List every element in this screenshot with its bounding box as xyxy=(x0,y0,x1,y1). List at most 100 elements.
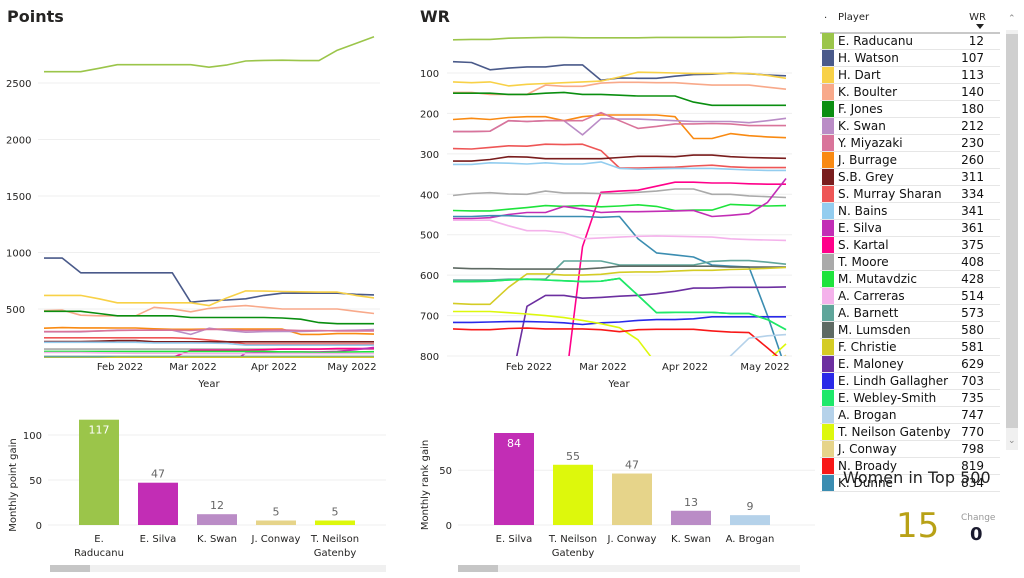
data-label: 5 xyxy=(332,506,339,519)
player-name: S. Murray Sharan xyxy=(838,187,942,201)
table-row[interactable]: T. Neilson Gatenby 770 xyxy=(820,424,1000,441)
series-line-f-jones xyxy=(453,91,786,107)
player-name: A. Brogan xyxy=(838,408,897,422)
y-tick-label: 0 xyxy=(36,521,42,532)
color-swatch xyxy=(822,237,834,253)
player-name: Y. Miyazaki xyxy=(838,136,903,150)
wr-value: 107 xyxy=(961,51,984,65)
table-row[interactable]: K. Swan 212 xyxy=(820,118,1000,135)
wr-column-header[interactable]: WR xyxy=(969,12,986,23)
y-tick-label: 0 xyxy=(446,521,452,532)
wr-value: 113 xyxy=(961,68,984,82)
table-row[interactable]: N. Broady 819 xyxy=(820,458,1000,475)
series-line-t-neilson-gatenby xyxy=(453,310,787,356)
points-gain-horizontal-scrollbar[interactable] xyxy=(50,565,386,572)
table-row[interactable]: E. Raducanu 12 xyxy=(820,33,1000,50)
table-row[interactable]: K. Dunne 834 xyxy=(820,475,1000,492)
table-row[interactable]: M. Lumsden 580 xyxy=(820,322,1000,339)
color-swatch xyxy=(822,135,834,151)
table-row[interactable]: E. Webley-Smith 735 xyxy=(820,390,1000,407)
wr-value: 573 xyxy=(961,306,984,320)
category-label: Raducanu xyxy=(74,548,124,559)
scroll-thumb[interactable] xyxy=(458,565,498,572)
color-column-header[interactable]: . xyxy=(824,10,828,21)
table-vertical-scrollbar[interactable] xyxy=(1006,30,1018,450)
scroll-thumb[interactable] xyxy=(1006,34,1018,428)
table-row[interactable]: E. Maloney 629 xyxy=(820,356,1000,373)
wr-line-chart[interactable]: 100 200 300 400 500 600 700 800 Feb 2022 Mar 2022… xyxy=(400,0,815,400)
table-row[interactable]: F. Jones 180 xyxy=(820,101,1000,118)
table-row[interactable]: M. Mutavdzic 428 xyxy=(820,271,1000,288)
bar-e-raducanu xyxy=(79,419,119,525)
player-name: F. Christie xyxy=(838,340,897,354)
table-row[interactable]: F. Christie 581 xyxy=(820,339,1000,356)
color-swatch xyxy=(822,356,834,372)
table-row[interactable]: J. Burrage 260 xyxy=(820,152,1000,169)
player-name: K. Swan xyxy=(838,119,886,133)
table-row[interactable]: H. Dart 113 xyxy=(820,67,1000,84)
scroll-up-icon[interactable]: ⌃ xyxy=(1008,14,1016,24)
sort-descending-icon[interactable] xyxy=(976,24,984,29)
table-row[interactable]: T. Moore 408 xyxy=(820,254,1000,271)
wr-value: 428 xyxy=(961,272,984,286)
bar-k-swan xyxy=(671,510,711,525)
points-gain-bar-chart[interactable]: 0 50 100 Monthly point gain 117 E. Raducanu 47 E… xyxy=(0,415,400,565)
table-row[interactable]: A. Carreras 514 xyxy=(820,288,1000,305)
x-tick-label: May 2022 xyxy=(327,362,376,373)
series-line-s-kartal xyxy=(568,181,786,356)
series-line-s-b-grey xyxy=(453,154,787,162)
category-label: K. Swan xyxy=(197,534,237,545)
table-row[interactable]: S.B. Grey 311 xyxy=(820,169,1000,186)
table-row[interactable]: K. Boulter 140 xyxy=(820,84,1000,101)
y-tick-label: 200 xyxy=(420,109,439,120)
table-header: . Player WR xyxy=(820,8,1000,34)
rank-gain-horizontal-scrollbar[interactable] xyxy=(458,565,800,572)
table-row[interactable]: A. Brogan 747 xyxy=(820,407,1000,424)
wr-chart-title: WR xyxy=(420,7,450,26)
table-row[interactable]: E. Lindh Gallagher 703 xyxy=(820,373,1000,390)
series-line-f-christie xyxy=(44,356,374,358)
color-swatch xyxy=(822,475,834,491)
player-name: S. Kartal xyxy=(838,238,889,252)
y-axis-label: Monthly point gain xyxy=(8,438,19,532)
table-row[interactable]: E. Silva 361 xyxy=(820,220,1000,237)
bar-j-conway xyxy=(256,520,296,525)
series-group xyxy=(43,35,375,358)
series-line-f-jones xyxy=(44,310,374,325)
series-line-j-burrage xyxy=(452,114,787,140)
player-column-header[interactable]: Player xyxy=(838,12,870,23)
table-row[interactable]: S. Murray Sharan 334 xyxy=(820,186,1000,203)
category-label: K. Swan xyxy=(671,534,711,545)
wr-value: 341 xyxy=(961,204,984,218)
table-row[interactable]: A. Barnett 573 xyxy=(820,305,1000,322)
table-row[interactable]: Y. Miyazaki 230 xyxy=(820,135,1000,152)
color-swatch xyxy=(822,458,834,474)
player-name: J. Conway xyxy=(838,442,897,456)
category-label: T. Neilson xyxy=(310,534,359,545)
series-line-n-broady xyxy=(452,327,779,356)
bar-e-silva xyxy=(494,433,534,525)
scroll-thumb[interactable] xyxy=(50,565,90,572)
table-row[interactable]: N. Bains 341 xyxy=(820,203,1000,220)
points-line-chart[interactable]: 500 1000 1500 2000 2500 Feb 2022 Mar 2022 Apr 2… xyxy=(0,0,400,400)
data-label: 47 xyxy=(151,468,165,481)
series-group xyxy=(452,36,787,356)
x-tick-label: Mar 2022 xyxy=(169,362,217,373)
x-tick-label: Apr 2022 xyxy=(251,362,297,373)
color-swatch xyxy=(822,407,834,423)
series-line-n-bains xyxy=(44,341,374,347)
rank-gain-bar-chart[interactable]: 0 50 Monthly rank gain 84 E. Silva 55 T. Neils… xyxy=(400,415,815,565)
color-swatch xyxy=(822,84,834,100)
table-row[interactable]: H. Watson 107 xyxy=(820,50,1000,67)
scroll-down-icon[interactable]: ⌄ xyxy=(1008,436,1016,446)
series-line-a-carreras xyxy=(44,351,374,355)
bar-k-swan xyxy=(197,514,237,525)
y-tick-label: 300 xyxy=(420,150,439,161)
color-swatch xyxy=(822,169,834,185)
x-axis-label: Year xyxy=(197,379,220,390)
wr-value: 212 xyxy=(961,119,984,133)
category-label: J. Conway xyxy=(607,534,657,545)
y-tick-label: 2500 xyxy=(6,79,31,90)
table-row[interactable]: J. Conway 798 xyxy=(820,441,1000,458)
table-row[interactable]: S. Kartal 375 xyxy=(820,237,1000,254)
